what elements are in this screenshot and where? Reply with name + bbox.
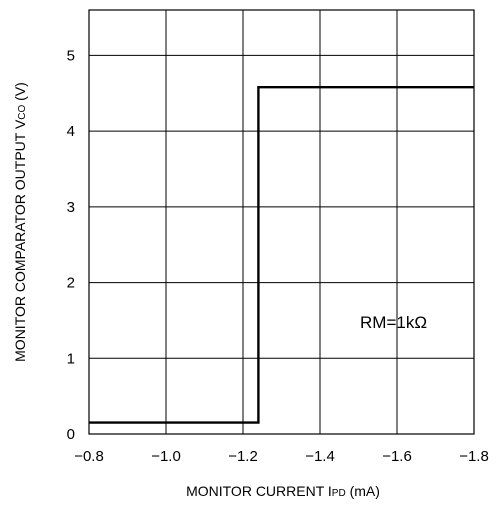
y-tick-label: 2 (67, 275, 75, 292)
x-tick-label: −1.4 (305, 448, 335, 465)
x-tick-label: −1.8 (459, 448, 489, 465)
x-axis-label: MONITOR CURRENT IPD (mA) (186, 483, 380, 499)
y-tick-label: 1 (67, 350, 75, 367)
y-tick-labels: 0 1 2 3 4 5 (67, 47, 75, 443)
x-tick-label: −1.0 (151, 448, 181, 465)
x-tick-labels: −0.8 −1.0 −1.2 −1.4 −1.6 −1.8 (74, 448, 489, 465)
series-line (89, 85, 474, 424)
x-tick-label: −0.8 (74, 448, 104, 465)
plot-frame (88, 9, 475, 435)
annotation: RM=1kΩ (360, 313, 427, 332)
x-tick-label: −1.2 (228, 448, 258, 465)
y-tick-label: 0 (67, 426, 75, 443)
x-tick-label: −1.6 (382, 448, 412, 465)
y-tick-label: 3 (67, 199, 75, 216)
grid (88, 10, 475, 435)
y-axis-label: MONITOR COMPARATOR OUTPUT VCO (V) (12, 82, 28, 362)
y-tick-label: 5 (67, 47, 75, 64)
y-tick-label: 4 (67, 123, 75, 140)
